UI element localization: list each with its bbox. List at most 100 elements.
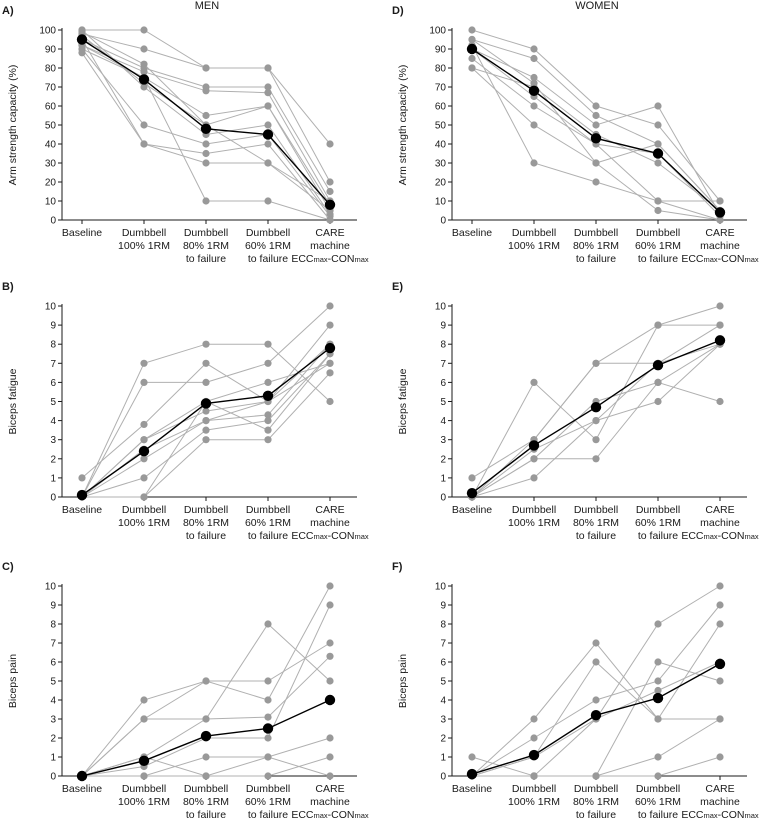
x-tick-label: Baseline xyxy=(62,783,102,795)
individual-point xyxy=(140,715,148,723)
individual-line xyxy=(81,604,331,777)
x-tick-label: CARE machine ECCmax-CONmax xyxy=(291,504,369,542)
x-tick-label: Dumbbell 100% 1RM xyxy=(508,504,560,529)
individual-point xyxy=(140,26,148,34)
individual-point xyxy=(140,121,148,129)
mean-line xyxy=(471,48,721,213)
mean-point xyxy=(590,402,602,413)
y-tick-label: 0 xyxy=(440,493,446,504)
individual-point xyxy=(716,216,724,224)
x-tick-label: CARE machine ECCmax-CONmax xyxy=(681,227,759,265)
mean-point xyxy=(200,398,212,409)
y-tick-label: 70 xyxy=(435,83,447,94)
y-tick-label: 5 xyxy=(440,677,446,688)
y-tick-label: 5 xyxy=(50,397,56,408)
individual-point xyxy=(264,734,272,742)
mean-point xyxy=(714,658,726,670)
individual-point xyxy=(592,696,600,704)
x-tick-label: Dumbbell 60% 1RM to failure xyxy=(245,504,291,542)
individual-point xyxy=(264,140,272,148)
mean-point xyxy=(76,770,88,782)
individual-point xyxy=(530,715,538,723)
x-tick-label: Dumbbell 100% 1RM xyxy=(118,504,170,529)
mean-point xyxy=(262,723,274,734)
individual-point xyxy=(530,734,538,742)
y-tick-label: 7 xyxy=(50,359,56,370)
x-tick-label: Dumbbell 100% 1RM xyxy=(508,227,560,252)
y-tick-label: 10 xyxy=(435,582,447,593)
mean-point xyxy=(200,123,212,134)
individual-point xyxy=(716,677,724,685)
individual-point xyxy=(592,639,600,647)
y-tick-label: 7 xyxy=(440,359,446,370)
chart-panel-c: C) Biceps pain 0 1 2 3 4 5 6 7 8 9 10 Baseline Dumbbel… xyxy=(2,561,369,821)
y-tick-label: 6 xyxy=(50,658,56,669)
individual-point xyxy=(530,159,538,167)
individual-point xyxy=(202,340,210,348)
y-tick-label: 10 xyxy=(45,302,57,313)
y-tick-label: 2 xyxy=(50,454,56,465)
y-tick-label: 70 xyxy=(45,83,57,94)
y-tick-label: 9 xyxy=(50,601,56,612)
y-tick-label: 8 xyxy=(50,340,56,351)
individual-point xyxy=(264,378,272,386)
individual-point xyxy=(592,436,600,444)
individual-point xyxy=(326,178,334,186)
panel-letter: F) xyxy=(392,561,403,573)
panel-letter: E) xyxy=(392,281,403,293)
individual-point xyxy=(654,772,662,780)
y-tick-label: 20 xyxy=(435,178,447,189)
individual-point xyxy=(716,302,724,310)
y-axis-label: Biceps fatigue xyxy=(7,368,19,434)
y-tick-label: 0 xyxy=(50,493,56,504)
y-tick-label: 0 xyxy=(440,216,446,227)
mean-point xyxy=(138,74,150,85)
x-tick-label: Baseline xyxy=(452,227,492,239)
individual-point xyxy=(326,187,334,196)
chart-panel-f: F) Biceps pain 0 1 2 3 4 5 6 7 8 9 10 Baseline Dumbbel… xyxy=(392,561,759,821)
mean-point xyxy=(138,445,150,457)
mean-point xyxy=(324,694,336,706)
individual-point xyxy=(468,26,476,34)
individual-line xyxy=(82,372,331,498)
individual-point xyxy=(468,35,476,44)
individual-point xyxy=(530,73,538,82)
x-tick-label: CARE machine ECCmax-CONmax xyxy=(681,783,759,821)
individual-point xyxy=(202,64,210,72)
individual-point xyxy=(326,397,334,406)
individual-point xyxy=(326,302,334,310)
x-tick-label: Dumbbell 80% 1RM to failure xyxy=(573,227,619,265)
x-tick-label: Baseline xyxy=(452,504,492,516)
individual-point xyxy=(202,159,210,167)
mean-point xyxy=(76,34,88,45)
individual-point xyxy=(468,753,476,761)
women-column-title: WOMEN xyxy=(575,0,618,12)
individual-line xyxy=(81,31,331,211)
y-tick-label: 3 xyxy=(50,715,56,726)
y-tick-label: 80 xyxy=(435,64,447,75)
individual-point xyxy=(326,677,334,685)
x-tick-label: Dumbbell 80% 1RM to failure xyxy=(183,783,229,821)
y-tick-label: 2 xyxy=(50,734,56,745)
individual-point xyxy=(530,79,538,87)
y-tick-label: 1 xyxy=(50,753,56,764)
y-tick-label: 10 xyxy=(45,582,57,593)
individual-point xyxy=(140,359,148,367)
individual-point xyxy=(716,321,724,329)
individual-point xyxy=(264,121,272,129)
y-tick-label: 40 xyxy=(45,140,57,151)
mean-point xyxy=(324,199,336,210)
individual-point xyxy=(202,140,210,148)
individual-line xyxy=(471,305,721,479)
individual-point xyxy=(716,197,724,205)
y-tick-label: 8 xyxy=(440,620,446,631)
mean-point xyxy=(714,335,726,346)
individual-point xyxy=(264,417,272,425)
individual-point xyxy=(140,455,148,463)
y-tick-label: 60 xyxy=(435,102,447,113)
y-tick-label: 80 xyxy=(45,64,57,75)
y-tick-label: 4 xyxy=(50,416,56,427)
mean-point xyxy=(138,755,150,766)
individual-point xyxy=(264,620,272,628)
y-axis-label: Biceps pain xyxy=(397,654,409,708)
